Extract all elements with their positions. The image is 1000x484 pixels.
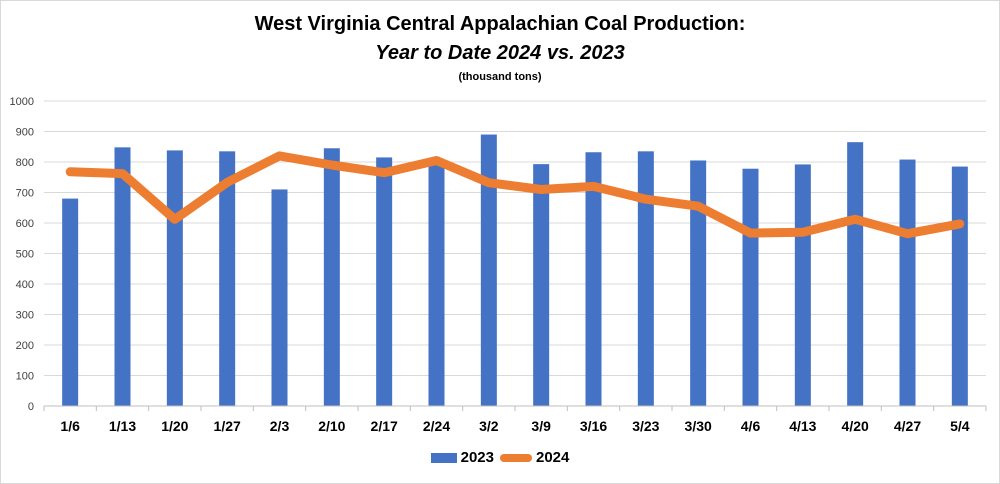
bar-2023 xyxy=(271,189,288,406)
bar-2023 xyxy=(114,147,131,407)
x-tick-label: 3/16 xyxy=(580,418,607,434)
gridlines xyxy=(44,100,986,376)
bar-2023 xyxy=(533,164,550,406)
x-tick-label: 4/13 xyxy=(789,418,816,434)
bar-2023 xyxy=(794,164,811,406)
y-axis-ticks: 0 100 200 300 400 500 600 700 800 900 1000 xyxy=(10,96,34,413)
y-tick-label: 800 xyxy=(16,157,34,169)
x-axis: 1/6 1/13 1/20 1/27 2/3 2/10 2/17 2/24 3/2 3/9 3/16… xyxy=(43,405,987,434)
x-tick-label: 2/10 xyxy=(318,418,345,434)
x-tick-label: 3/2 xyxy=(479,418,499,434)
bar-2023 xyxy=(480,134,497,407)
chart-units: (thousand tons) xyxy=(458,71,542,83)
x-tick-label: 3/23 xyxy=(632,418,659,434)
x-tick-label: 1/13 xyxy=(109,418,136,434)
x-tick-label: 1/6 xyxy=(60,418,80,434)
bar-2023 xyxy=(62,198,79,406)
line-2024 xyxy=(65,151,965,239)
bar-2023 xyxy=(428,165,445,406)
x-tick-label: 3/30 xyxy=(685,418,712,434)
bar-2023 xyxy=(166,150,183,406)
y-tick-label: 900 xyxy=(16,127,34,139)
legend: 2023 2024 xyxy=(0,449,1000,466)
bar-2023 xyxy=(899,159,916,406)
bar-2023 xyxy=(690,160,707,406)
bar-2023 xyxy=(376,157,393,406)
chart-title: West Virginia Central Appalachian Coal P… xyxy=(254,13,746,35)
bar-2023 xyxy=(847,142,864,407)
legend-item-2023: 2023 xyxy=(430,449,494,466)
series-2023-bars xyxy=(62,134,968,407)
legend-label-2023: 2023 xyxy=(460,449,494,466)
x-tick-label: 2/17 xyxy=(371,418,398,434)
legend-label-2024: 2024 xyxy=(536,449,570,466)
legend-swatch-2023 xyxy=(430,452,457,463)
y-tick-label: 600 xyxy=(16,218,34,230)
x-tick-label: 4/6 xyxy=(741,418,761,434)
legend-swatch-2024 xyxy=(500,453,532,462)
y-tick-label: 100 xyxy=(16,371,34,383)
y-tick-label: 700 xyxy=(16,188,34,200)
y-tick-label: 1000 xyxy=(10,96,34,108)
chart-subtitle: Year to Date 2024 vs. 2023 xyxy=(375,42,625,64)
x-tick-label: 2/3 xyxy=(270,418,290,434)
x-tick-label: 4/27 xyxy=(894,418,921,434)
bar-2023 xyxy=(637,151,654,406)
x-tick-label: 1/27 xyxy=(214,418,241,434)
y-tick-label: 0 xyxy=(28,401,34,413)
bar-2023 xyxy=(219,151,236,406)
y-tick-label: 400 xyxy=(16,279,34,291)
x-tick-label: 2/24 xyxy=(423,418,450,434)
x-tick-label: 1/20 xyxy=(161,418,188,434)
bar-2023 xyxy=(323,148,340,406)
bar-2023 xyxy=(742,168,759,406)
series-2024-line xyxy=(65,151,965,239)
bar-2023 xyxy=(951,166,968,406)
bar-2023 xyxy=(585,152,602,406)
legend-item-2024: 2024 xyxy=(500,449,569,466)
x-tick-label: 4/20 xyxy=(842,418,869,434)
y-tick-label: 500 xyxy=(16,249,34,261)
y-tick-label: 300 xyxy=(16,310,34,322)
x-tick-label: 5/4 xyxy=(950,418,970,434)
x-tick-label: 3/9 xyxy=(531,418,551,434)
y-tick-label: 200 xyxy=(16,340,34,352)
